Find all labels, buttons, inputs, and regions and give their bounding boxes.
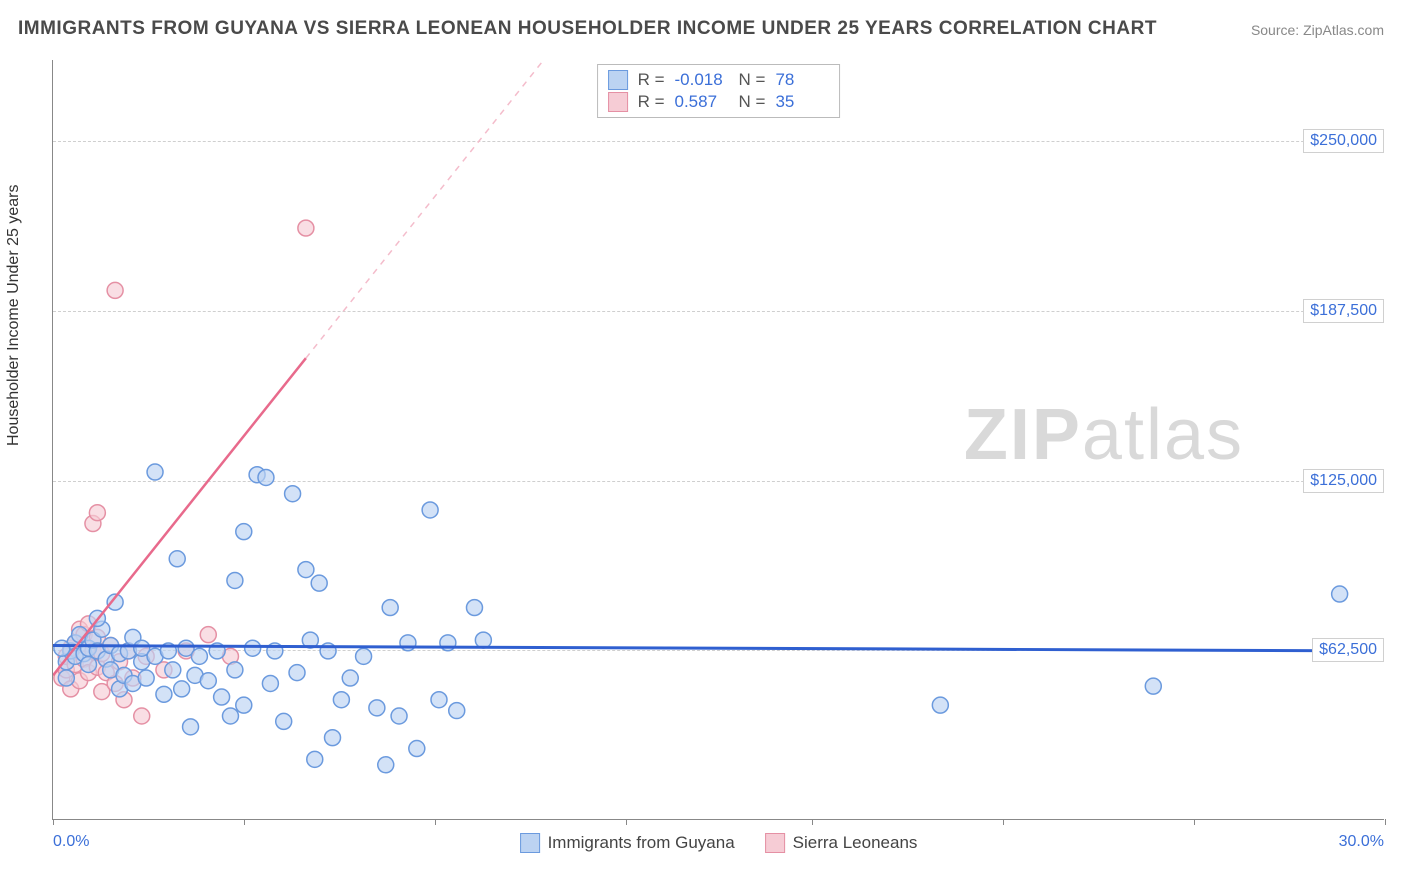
x-tick (626, 819, 627, 825)
chart-title: IMMIGRANTS FROM GUYANA VS SIERRA LEONEAN… (18, 18, 1157, 40)
source-attribution: Source: ZipAtlas.com (1251, 22, 1384, 38)
legend-item: Sierra Leoneans (765, 833, 918, 853)
x-tick (53, 819, 54, 825)
r-value: -0.018 (675, 70, 729, 90)
legend-stats-row: R = 0.587 N = 35 (608, 91, 830, 113)
legend-stats-row: R = -0.018 N = 78 (608, 69, 830, 91)
y-axis-title: Householder Income Under 25 years (5, 185, 23, 446)
n-label: N = (739, 92, 766, 112)
x-tick (244, 819, 245, 825)
legend-label: Sierra Leoneans (793, 833, 918, 853)
y-tick-label: $187,500 (1303, 299, 1384, 323)
legend-bottom: Immigrants from Guyana Sierra Leoneans (520, 833, 918, 853)
n-value: 35 (775, 92, 829, 112)
x-min-label: 0.0% (53, 833, 89, 851)
n-value: 78 (775, 70, 829, 90)
legend-stats-box: R = -0.018 N = 78 R = 0.587 N = 35 (597, 64, 841, 118)
x-tick (812, 819, 813, 825)
n-label: N = (739, 70, 766, 90)
y-tick-label: $125,000 (1303, 469, 1384, 493)
x-tick (435, 819, 436, 825)
r-value: 0.587 (675, 92, 729, 112)
x-tick (1194, 819, 1195, 825)
y-tick-label: $250,000 (1303, 129, 1384, 153)
x-tick (1385, 819, 1386, 825)
legend-label: Immigrants from Guyana (548, 833, 735, 853)
swatch-icon (608, 92, 628, 112)
chart-svg (53, 60, 1384, 819)
swatch-icon (520, 833, 540, 853)
swatch-icon (608, 70, 628, 90)
y-tick-label: $62,500 (1312, 638, 1384, 662)
r-label: R = (638, 92, 665, 112)
r-label: R = (638, 70, 665, 90)
legend-item: Immigrants from Guyana (520, 833, 735, 853)
x-max-label: 30.0% (1339, 833, 1384, 851)
swatch-icon (765, 833, 785, 853)
plot-area: ZIPatlas R = -0.018 N = 78 R = 0.587 N =… (52, 60, 1384, 820)
chart-container: IMMIGRANTS FROM GUYANA VS SIERRA LEONEAN… (0, 0, 1406, 892)
x-tick (1003, 819, 1004, 825)
